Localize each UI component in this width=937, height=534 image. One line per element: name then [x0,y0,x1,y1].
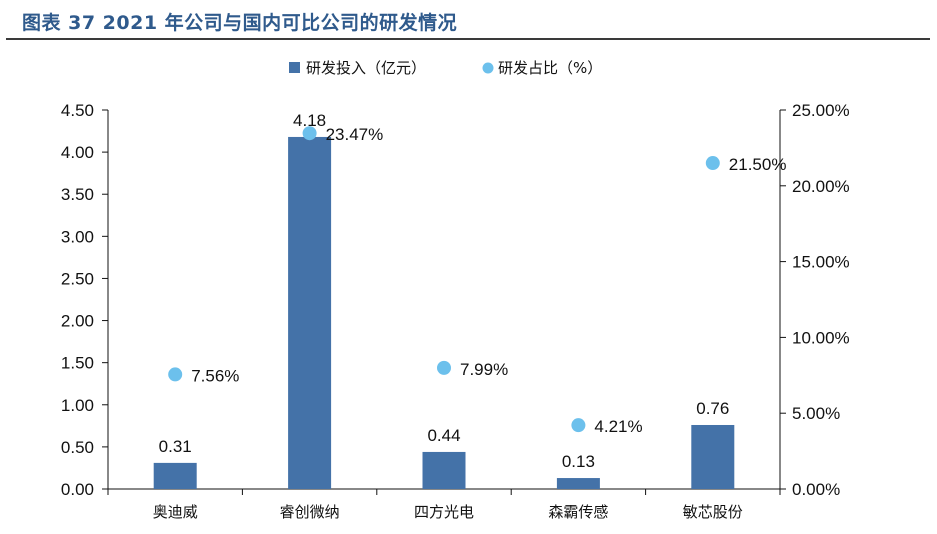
right-tick-label: 10.00% [792,328,850,347]
legend-dot-label: 研发占比（%） [498,59,602,77]
bar-value-label: 0.31 [159,437,192,456]
left-tick-label: 4.00 [61,143,94,162]
bar [153,462,197,489]
data-labels: 0.31 4.18 0.44 0.13 0.76 7.56% 23.47% 7.99% 4.21… [159,111,787,471]
legend: 研发投入（亿元） 研发占比（%） [289,59,602,77]
right-tick-label: 15.00% [792,253,850,272]
category-label: 睿创微纳 [280,503,340,521]
left-tick-label: 0.50 [61,438,94,457]
percent-dot [571,418,586,433]
left-tick-label: 2.00 [61,312,94,331]
bar-value-label: 4.18 [293,111,326,130]
bar [691,424,735,489]
right-tick-label: 25.00% [792,101,850,120]
legend-bar-swatch [289,62,300,73]
percent-dot [437,360,451,375]
percent-value-label: 23.47% [326,125,384,144]
bar-value-label: 0.76 [696,399,729,418]
left-tick-label: 3.50 [61,185,94,204]
left-tick-label: 4.50 [61,101,94,120]
title-divider [6,38,930,40]
percent-dot [302,126,317,141]
left-tick-label: 1.50 [61,354,94,373]
right-tick-label: 0.00% [792,480,840,499]
bar-series [153,136,735,489]
percent-dot [705,156,720,171]
percent-value-label: 7.99% [460,360,508,379]
bar-value-label: 0.13 [562,452,595,471]
legend-bar-label: 研发投入（亿元） [306,59,426,77]
left-tick-label: 2.50 [61,269,94,288]
bar [422,451,466,489]
percent-value-label: 7.56% [191,366,239,385]
bar [556,478,600,489]
dot-series [168,126,720,433]
category-label: 奥迪威 [153,503,198,521]
category-label: 敏芯股份 [683,503,743,521]
right-tick-label: 5.00% [792,404,840,423]
category-label: 四方光电 [414,503,474,521]
percent-value-label: 21.50% [729,155,787,174]
chart-title: 图表 37 2021 年公司与国内可比公司的研发情况 [22,12,458,34]
left-tick-label: 3.00 [61,227,94,246]
right-tick-label: 20.00% [792,177,850,196]
percent-value-label: 4.21% [594,417,642,436]
left-tick-label: 0.00 [61,480,94,499]
left-tick-label: 1.00 [61,396,94,415]
legend-dot-swatch [482,62,494,74]
axes: 0.00 0.50 1.00 1.50 2.00 2.50 3.00 3.50 4.00 4.50… [61,101,850,521]
category-label: 森霸传感 [548,503,608,521]
bar [288,136,332,489]
percent-dot [168,367,183,382]
bar-value-label: 0.44 [427,426,460,445]
